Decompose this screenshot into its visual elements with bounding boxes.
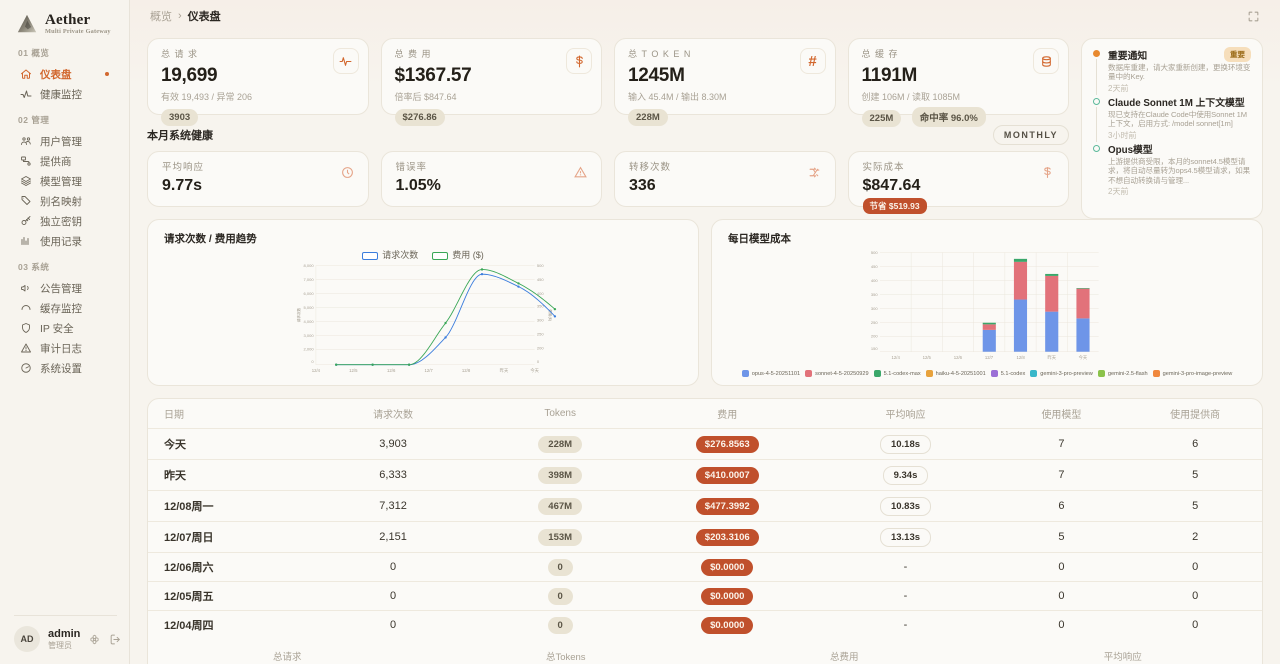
svg-text:3,000: 3,000 [303, 333, 314, 338]
svg-text:250: 250 [537, 331, 545, 336]
svg-text:7,000: 7,000 [303, 277, 314, 282]
svg-text:5,000: 5,000 [303, 305, 314, 310]
svg-text:12/6: 12/6 [387, 368, 396, 373]
svg-text:500: 500 [537, 263, 545, 268]
svg-text:350: 350 [871, 292, 879, 297]
svg-text:2,000: 2,000 [303, 347, 314, 352]
svg-text:200: 200 [871, 334, 879, 339]
svg-text:200: 200 [537, 345, 545, 350]
svg-text:300: 300 [871, 306, 879, 311]
svg-text:今天: 今天 [530, 367, 539, 374]
svg-text:12/4: 12/4 [892, 355, 901, 360]
svg-text:12/8: 12/8 [1016, 355, 1025, 360]
svg-text:12/5: 12/5 [349, 368, 358, 373]
svg-text:4,000: 4,000 [303, 319, 314, 324]
svg-text:今天: 今天 [1079, 354, 1088, 361]
svg-text:昨天: 昨天 [1047, 354, 1056, 361]
svg-text:500: 500 [871, 250, 879, 255]
svg-text:12/7: 12/7 [985, 355, 994, 360]
svg-text:费用($): 费用($) [548, 309, 553, 321]
svg-text:250: 250 [871, 320, 879, 325]
svg-text:300: 300 [537, 317, 545, 322]
svg-text:8,000: 8,000 [303, 263, 314, 268]
svg-text:0: 0 [311, 359, 314, 364]
svg-text:6,000: 6,000 [303, 291, 314, 296]
svg-text:400: 400 [871, 278, 879, 283]
svg-text:12/4: 12/4 [312, 368, 321, 373]
svg-text:昨天: 昨天 [500, 367, 509, 374]
svg-text:12/5: 12/5 [923, 355, 932, 360]
svg-text:450: 450 [537, 277, 545, 282]
svg-text:12/7: 12/7 [424, 368, 433, 373]
svg-text:0: 0 [537, 359, 540, 364]
svg-text:12/6: 12/6 [954, 355, 963, 360]
svg-text:12/8: 12/8 [462, 368, 471, 373]
svg-text:请求次数: 请求次数 [296, 308, 301, 323]
svg-text:450: 450 [871, 264, 879, 269]
svg-text:150: 150 [871, 346, 879, 351]
